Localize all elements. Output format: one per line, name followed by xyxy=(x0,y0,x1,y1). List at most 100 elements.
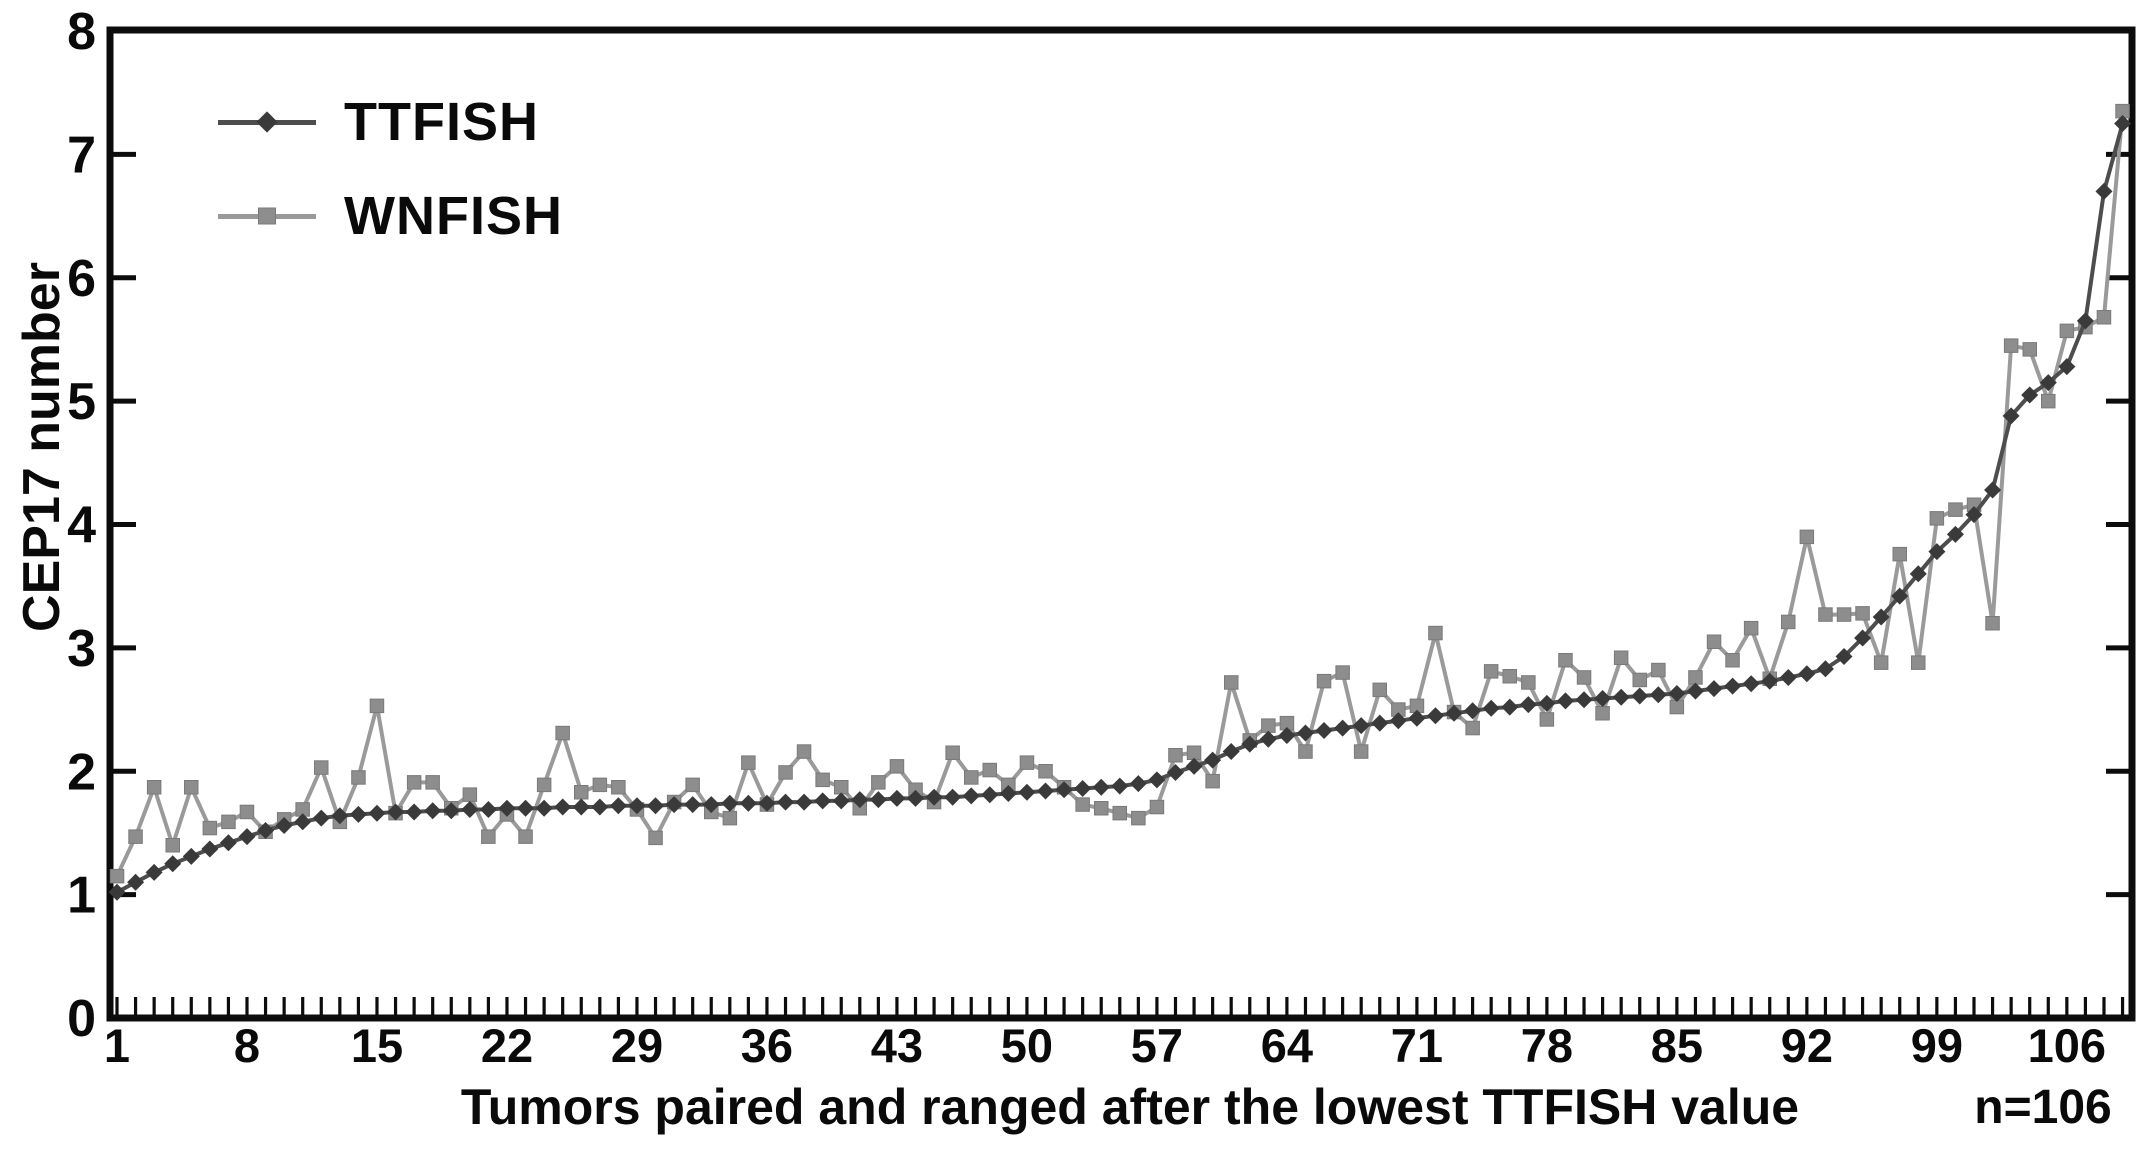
data-point-marker xyxy=(1742,675,1760,693)
data-point-marker xyxy=(1798,665,1816,683)
svg-text:36: 36 xyxy=(741,1019,793,1072)
data-point-marker xyxy=(869,791,887,809)
data-point-marker xyxy=(536,777,552,793)
data-point-marker xyxy=(1204,751,1222,769)
ttfish-legend-line xyxy=(218,111,316,133)
data-point-marker xyxy=(925,788,943,806)
data-point-marker xyxy=(1725,653,1740,668)
data-point-marker xyxy=(1835,648,1853,665)
data-point-marker xyxy=(2039,374,2057,392)
svg-text:7: 7 xyxy=(67,126,96,184)
data-point-marker xyxy=(1241,735,1259,753)
data-point-marker xyxy=(1816,660,1834,678)
data-point-marker xyxy=(1539,712,1555,727)
data-point-marker xyxy=(1705,680,1723,698)
wnfish-legend-line xyxy=(218,207,316,225)
data-point-marker xyxy=(1743,620,1759,636)
data-point-marker xyxy=(1222,743,1240,760)
svg-text:57: 57 xyxy=(1131,1019,1183,1072)
data-point-marker xyxy=(962,787,980,805)
x-axis-minor-ticks xyxy=(115,997,2125,1016)
data-point-marker xyxy=(2021,386,2039,404)
data-point-marker xyxy=(257,822,275,839)
data-point-marker xyxy=(1316,673,1332,689)
data-point-marker xyxy=(871,775,886,790)
data-point-marker xyxy=(349,805,367,823)
data-point-marker xyxy=(722,810,738,826)
data-point-marker xyxy=(2002,407,2020,425)
data-point-marker xyxy=(1037,782,1054,800)
data-point-marker xyxy=(851,791,869,809)
data-point-marker xyxy=(1427,707,1444,725)
data-point-marker xyxy=(2022,342,2037,357)
data-point-marker xyxy=(1278,727,1296,744)
svg-text:22: 22 xyxy=(481,1019,533,1072)
data-point-marker xyxy=(1781,614,1796,630)
x-tick-labels: 1 8 15 22 29 36 43 50 57 64 71 78 85 92 99 106 xyxy=(104,1019,2106,1072)
data-point-marker xyxy=(1594,690,1612,707)
svg-text:8: 8 xyxy=(67,3,96,61)
data-point-marker xyxy=(777,793,794,811)
svg-text:43: 43 xyxy=(871,1019,923,1072)
legend-label-wnfish: WNFISH xyxy=(344,186,563,246)
data-point-marker xyxy=(1148,771,1166,789)
data-point-marker xyxy=(702,796,720,814)
data-point-marker xyxy=(387,803,405,821)
data-point-marker xyxy=(1259,730,1277,748)
data-point-marker xyxy=(555,725,570,741)
data-point-marker xyxy=(109,868,125,884)
data-point-marker xyxy=(1371,714,1389,732)
data-point-marker xyxy=(219,834,237,852)
data-point-marker xyxy=(1353,744,1369,759)
data-point-marker xyxy=(1501,698,1519,716)
sample-size-label: n=106 xyxy=(1974,1081,2112,1134)
legend-label-ttfish: TTFISH xyxy=(344,92,539,152)
svg-text:0: 0 xyxy=(67,990,96,1048)
data-point-marker xyxy=(1706,634,1722,649)
data-point-marker xyxy=(406,775,422,790)
data-point-marker xyxy=(648,830,663,846)
data-point-marker xyxy=(481,829,496,844)
svg-text:6: 6 xyxy=(67,250,96,308)
data-point-marker xyxy=(351,770,366,785)
data-point-marker xyxy=(741,755,756,770)
data-point-marker xyxy=(1521,675,1536,690)
data-point-marker xyxy=(1428,625,1443,641)
data-point-marker xyxy=(721,794,739,812)
data-point-marker xyxy=(1631,687,1649,705)
data-point-marker xyxy=(2058,358,2076,376)
data-point-marker xyxy=(1111,777,1129,795)
x-axis-title: Tumors paired and ranged after the lowes… xyxy=(460,1079,1800,1135)
data-point-marker xyxy=(425,775,440,790)
data-point-marker xyxy=(1185,757,1203,775)
data-point-marker xyxy=(1092,778,1110,796)
data-point-marker xyxy=(1873,655,1889,670)
data-point-marker xyxy=(1261,718,1276,733)
svg-text:5: 5 xyxy=(67,373,96,431)
data-point-marker xyxy=(405,803,423,821)
data-point-marker xyxy=(314,760,329,775)
data-point-marker xyxy=(665,796,683,814)
data-point-marker xyxy=(609,797,627,815)
y-tick-labels: 0 1 2 3 4 5 6 7 8 xyxy=(67,3,96,1048)
data-point-marker xyxy=(1408,709,1426,727)
data-point-marker xyxy=(964,770,979,785)
data-point-marker xyxy=(796,744,812,759)
data-point-marker xyxy=(739,794,757,812)
data-point-marker xyxy=(128,829,143,844)
data-point-marker xyxy=(815,772,830,788)
svg-text:71: 71 xyxy=(1391,1019,1443,1072)
data-point-marker xyxy=(591,798,609,816)
diamond-marker-icon xyxy=(256,111,278,133)
data-point-marker xyxy=(685,777,700,793)
data-point-marker xyxy=(2059,323,2075,339)
data-point-marker xyxy=(1818,607,1833,622)
data-point-marker xyxy=(1482,699,1500,717)
data-point-marker xyxy=(1612,688,1630,706)
data-point-marker xyxy=(982,762,997,778)
data-point-marker xyxy=(331,807,349,825)
data-point-marker xyxy=(498,799,516,817)
data-point-marker xyxy=(145,863,163,881)
data-point-marker xyxy=(945,745,960,760)
